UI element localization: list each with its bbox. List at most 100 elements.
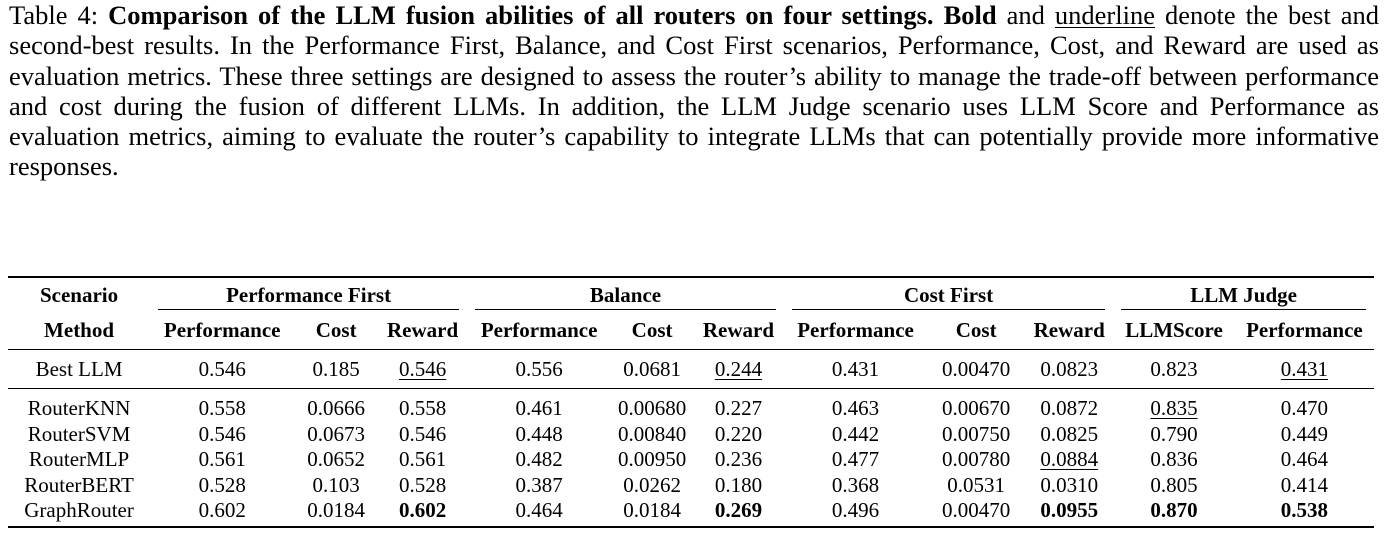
value-cell: 0.546 — [378, 349, 468, 389]
table-row: Best LLM 0.546 0.185 0.546 0.556 0.0681 … — [8, 349, 1374, 389]
value-cell: 0.561 — [398, 447, 447, 471]
scenario-header: Scenario — [8, 276, 151, 312]
value-cell: 0.00470 — [927, 498, 1026, 528]
metric-header-row: Method Performance Cost Reward Performan… — [8, 312, 1374, 350]
value-cell: 0.220 — [714, 421, 763, 446]
table-caption: Table 4: Comparison of the LLM fusion ab… — [9, 0, 1379, 182]
metric-header: Performance — [783, 312, 928, 350]
metric-header: Cost — [294, 312, 379, 350]
value-cell: 0.0184 — [294, 498, 379, 528]
caption-underline-word: underline — [1054, 0, 1155, 30]
value-cell: 0.464 — [467, 498, 612, 528]
value-cell: 0.835 — [1150, 396, 1198, 420]
value-cell: 0.00750 — [942, 421, 1011, 446]
value-cell: 0.0823 — [1025, 349, 1114, 389]
value-cell: 0.0872 — [1040, 396, 1099, 420]
metric-header: Reward — [378, 312, 468, 350]
value-cell: 0.236 — [714, 447, 763, 471]
value-cell: 0.449 — [1280, 421, 1329, 446]
value-cell: 0.00950 — [617, 447, 687, 471]
value-cell: 0.431 — [783, 349, 928, 389]
value-cell: 0.538 — [1234, 498, 1374, 528]
results-table: Scenario Performance First Balance Cost … — [8, 276, 1374, 528]
value-cell: 0.496 — [783, 498, 928, 528]
value-cell: 0.269 — [692, 498, 784, 528]
table-row: RouterSVM 0.546 0.0673 0.546 0.448 0.008… — [8, 422, 1374, 448]
value-cell: 0.805 — [1150, 472, 1198, 497]
value-cell: 0.561 — [198, 447, 246, 471]
value-cell: 0.823 — [1113, 349, 1235, 389]
metric-header: Performance — [1234, 312, 1374, 350]
value-cell: 0.464 — [1280, 447, 1329, 471]
method-cell: GraphRouter — [8, 498, 151, 528]
method-cell: RouterBERT — [24, 472, 134, 497]
method-cell: RouterKNN — [27, 396, 131, 420]
table-row: GraphRouter 0.602 0.0184 0.602 0.464 0.0… — [8, 498, 1374, 528]
value-cell: 0.790 — [1150, 421, 1198, 446]
metric-header: Cost — [611, 312, 693, 350]
value-cell: 0.00670 — [942, 396, 1011, 420]
metric-header: Reward — [1025, 312, 1114, 350]
table-row: RouterBERT 0.528 0.103 0.528 0.387 0.026… — [8, 473, 1374, 499]
caption-title: Comparison of the LLM fusion abilities o… — [108, 0, 934, 30]
value-cell: 0.448 — [515, 421, 563, 446]
value-cell: 0.442 — [831, 421, 880, 446]
group-header: LLM Judge — [1113, 276, 1374, 312]
metric-header: Performance — [150, 312, 295, 350]
value-cell: 0.00680 — [617, 396, 687, 420]
value-cell: 0.180 — [714, 472, 763, 497]
metric-header: Reward — [692, 312, 784, 350]
value-cell: 0.387 — [515, 472, 563, 497]
value-cell: 0.470 — [1280, 396, 1329, 420]
value-cell: 0.528 — [398, 472, 447, 497]
group-header: Cost First — [783, 276, 1114, 312]
value-cell: 0.558 — [198, 396, 246, 420]
value-cell: 0.0884 — [1040, 447, 1099, 471]
value-cell: 0.00470 — [927, 349, 1026, 389]
metric-header: LLMScore — [1113, 312, 1235, 350]
value-cell: 0.0673 — [307, 421, 366, 446]
value-cell: 0.0184 — [611, 498, 693, 528]
caption-bold-word: Bold — [943, 0, 997, 30]
value-cell: 0.482 — [515, 447, 563, 471]
table-row: RouterMLP 0.561 0.0652 0.561 0.482 0.009… — [8, 447, 1374, 473]
value-cell: 0.244 — [692, 349, 784, 389]
value-cell: 0.0681 — [611, 349, 693, 389]
value-cell: 0.477 — [831, 447, 880, 471]
value-cell: 0.00780 — [942, 447, 1011, 471]
value-cell: 0.528 — [198, 472, 246, 497]
value-cell: 0.602 — [378, 498, 468, 528]
method-cell: RouterMLP — [28, 447, 130, 471]
value-cell: 0.0652 — [307, 447, 366, 471]
value-cell: 0.556 — [467, 349, 612, 389]
value-cell: 0.463 — [831, 396, 880, 420]
method-cell: RouterSVM — [27, 421, 131, 446]
table-row: RouterKNN 0.558 0.0666 0.558 0.461 0.006… — [8, 389, 1374, 422]
table-label: Table 4: — [9, 0, 99, 30]
value-cell: 0.870 — [1113, 498, 1235, 528]
value-cell: 0.546 — [198, 421, 246, 446]
metric-header: Performance — [467, 312, 612, 350]
value-cell: 0.00840 — [617, 421, 687, 446]
caption-body: denote the best and second-best results.… — [9, 0, 1380, 182]
value-cell: 0.0825 — [1040, 421, 1099, 446]
value-cell: 0.546 — [398, 421, 447, 446]
method-cell: Best LLM — [8, 349, 151, 389]
group-header: Balance — [467, 276, 784, 312]
value-cell: 0.558 — [398, 396, 447, 420]
scenario-header-row: Scenario Performance First Balance Cost … — [8, 276, 1374, 312]
value-cell: 0.602 — [150, 498, 295, 528]
value-cell: 0.103 — [312, 472, 360, 497]
value-cell: 0.461 — [515, 396, 563, 420]
caption-and-word: and — [1006, 0, 1045, 30]
group-header: Performance First — [150, 276, 468, 312]
value-cell: 0.0262 — [623, 472, 681, 497]
value-cell: 0.431 — [1234, 349, 1374, 389]
value-cell: 0.368 — [831, 472, 880, 497]
value-cell: 0.0531 — [947, 472, 1006, 497]
value-cell: 0.0310 — [1040, 472, 1099, 497]
value-cell: 0.0955 — [1025, 498, 1114, 528]
value-cell: 0.546 — [150, 349, 295, 389]
method-header: Method — [8, 312, 151, 350]
